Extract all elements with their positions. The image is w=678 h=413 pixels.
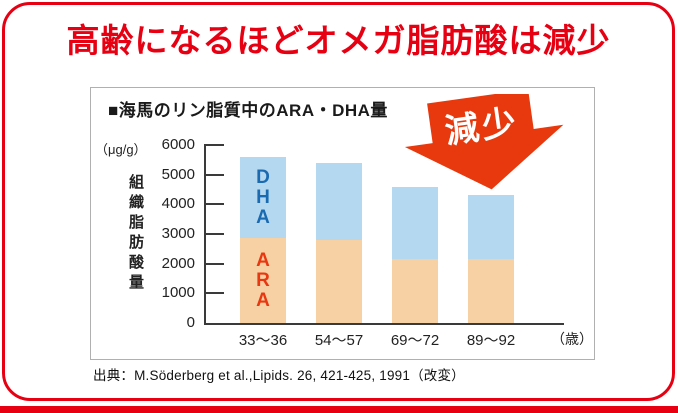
y-tick-label: 6000: [161, 136, 195, 153]
x-category-label: 89〜92: [466, 332, 516, 349]
y-tick-label: 0: [186, 314, 195, 331]
x-category-label: 54〜57: [314, 332, 364, 349]
y-tick-label: 4000: [161, 195, 195, 213]
bar-segment-ara: [240, 238, 286, 323]
page-title: 高齢になるほどオメガ脂肪酸は減少: [66, 22, 611, 59]
chart-title: ■海馬のリン脂質中のARA・DHA量: [108, 101, 388, 120]
y-axis-unit-label: （μg/g）: [95, 142, 147, 157]
decrease-arrow: 減少: [404, 94, 564, 190]
y-tick: [204, 233, 224, 235]
source-citation: 出典：M.Söderberg et al.,Lipids. 26, 421-42…: [93, 368, 465, 383]
bar-segment-ara: [468, 259, 514, 323]
y-tick-label: 3000: [161, 225, 195, 242]
y-axis-line: [204, 145, 206, 325]
y-tick: [204, 173, 224, 176]
bar-segment-ara: [392, 259, 438, 323]
plot-area: 0 1000 2000 3000 4000 5000 6000 A R A D H A 33〜36 54〜5…: [91, 88, 594, 359]
y-tick-label: 5000: [161, 165, 195, 183]
y-tick: [204, 292, 224, 295]
y-axis-title: 組織脂肪酸量: [127, 174, 144, 294]
bar-segment-dha: [392, 186, 438, 260]
bar-segment-ara: [316, 239, 362, 323]
y-tick-label: 2000: [161, 254, 195, 272]
bar-segment-dha: [316, 162, 362, 240]
x-axis-unit-label: （歳）: [551, 331, 593, 347]
y-tick-label: 1000: [161, 284, 195, 302]
y-tick: [204, 203, 224, 206]
x-category-label: 69〜72: [390, 332, 440, 349]
y-tick: [204, 144, 224, 146]
card-border: 高齢になるほどオメガ脂肪酸は減少 ■海馬のリン脂質中のARA・DHA量 （μg/…: [2, 2, 675, 401]
x-category-label: 33〜36: [238, 332, 288, 349]
x-axis-line: [204, 323, 564, 325]
y-tick: [204, 262, 224, 265]
chart-panel: ■海馬のリン脂質中のARA・DHA量 （μg/g） 組織脂肪酸量 0 1000 20…: [90, 87, 595, 360]
bar-segment-dha: [468, 195, 514, 260]
bar-segment-dha: [240, 156, 286, 239]
down-arrow-shape: [404, 94, 564, 190]
bottom-red-strip: [0, 406, 678, 413]
